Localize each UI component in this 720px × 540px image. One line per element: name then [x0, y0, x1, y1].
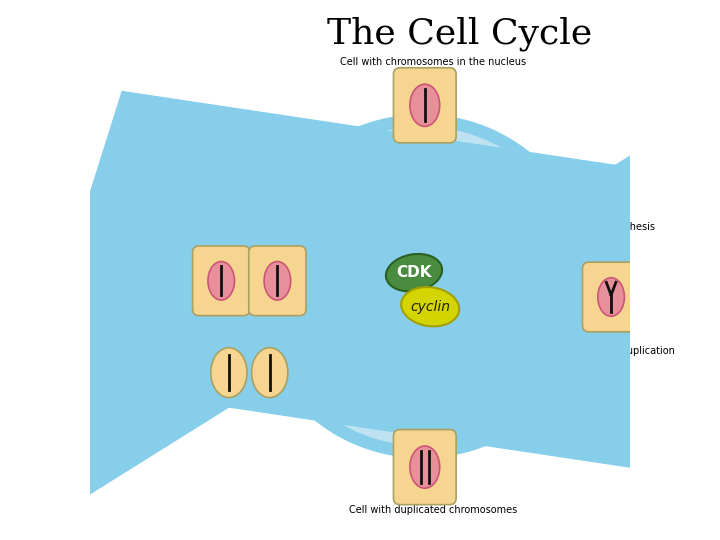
- FancyBboxPatch shape: [582, 262, 640, 332]
- Text: G1: G1: [411, 151, 438, 170]
- Text: Cell with chromosomes in the nucleus: Cell with chromosomes in the nucleus: [340, 57, 526, 67]
- Ellipse shape: [211, 348, 247, 397]
- FancyBboxPatch shape: [249, 246, 306, 315]
- Ellipse shape: [410, 446, 440, 488]
- Text: The Cell Cycle: The Cell Cycle: [328, 16, 593, 51]
- Text: Cell division: Cell division: [236, 208, 295, 218]
- Ellipse shape: [386, 254, 442, 292]
- FancyBboxPatch shape: [393, 430, 456, 504]
- Text: M: M: [248, 227, 264, 246]
- Text: •  CYTOKINESIS: • CYTOKINESIS: [101, 315, 369, 344]
- Ellipse shape: [264, 261, 291, 300]
- Text: Chromosome duplication: Chromosome duplication: [553, 346, 675, 356]
- Text: cyclin: cyclin: [410, 300, 450, 314]
- Text: •  MITOSIS: • MITOSIS: [101, 245, 285, 274]
- Ellipse shape: [598, 278, 624, 316]
- Text: CDK: CDK: [396, 265, 432, 280]
- Ellipse shape: [208, 261, 235, 300]
- Text: Chromosome separation: Chromosome separation: [186, 319, 307, 329]
- Ellipse shape: [410, 84, 440, 126]
- Ellipse shape: [401, 287, 459, 326]
- Text: S: S: [575, 287, 588, 307]
- Text: DNA synthesis: DNA synthesis: [584, 222, 654, 232]
- Text: •  INTERPHASE: • INTERPHASE: [101, 174, 357, 204]
- Text: G2: G2: [411, 406, 438, 425]
- Text: Cell with duplicated chromosomes: Cell with duplicated chromosomes: [348, 505, 517, 515]
- Polygon shape: [229, 5, 720, 481]
- FancyBboxPatch shape: [192, 246, 250, 315]
- FancyBboxPatch shape: [393, 68, 456, 143]
- Ellipse shape: [251, 348, 288, 397]
- Text: Mitosis: Mitosis: [224, 276, 258, 286]
- Polygon shape: [0, 92, 616, 540]
